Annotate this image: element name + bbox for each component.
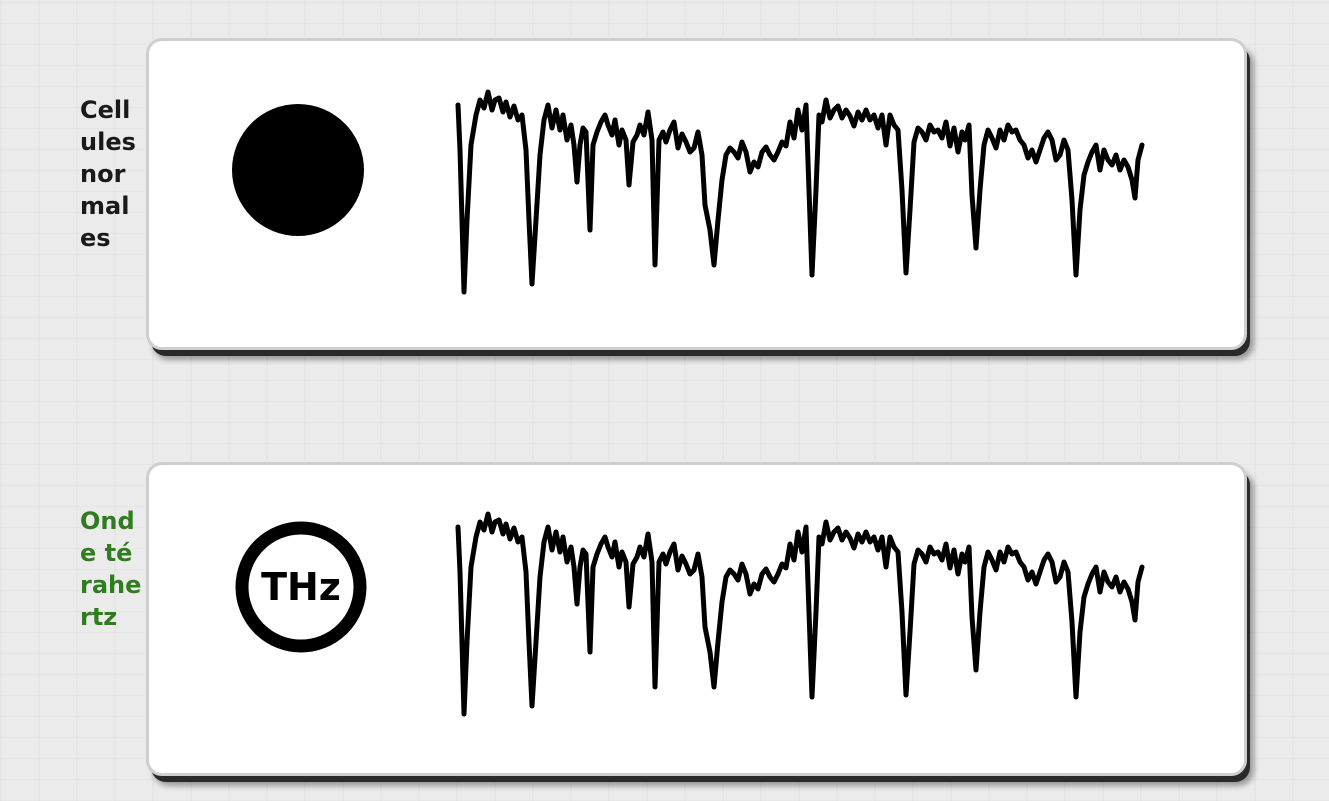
thz-icon-text: THz — [261, 565, 341, 609]
thz-circle-icon: THz — [234, 520, 368, 654]
signal-trace-terahertz — [455, 511, 1145, 717]
filled-circle-icon — [230, 102, 366, 238]
row-label-terahertz: Onde térahertz — [80, 507, 142, 631]
signal-trace-path — [455, 89, 1145, 295]
signal-trace-normal-cells — [455, 89, 1145, 295]
signal-trace-path — [455, 511, 1145, 717]
row-label-normal-cells: Cellules normales — [80, 96, 136, 252]
